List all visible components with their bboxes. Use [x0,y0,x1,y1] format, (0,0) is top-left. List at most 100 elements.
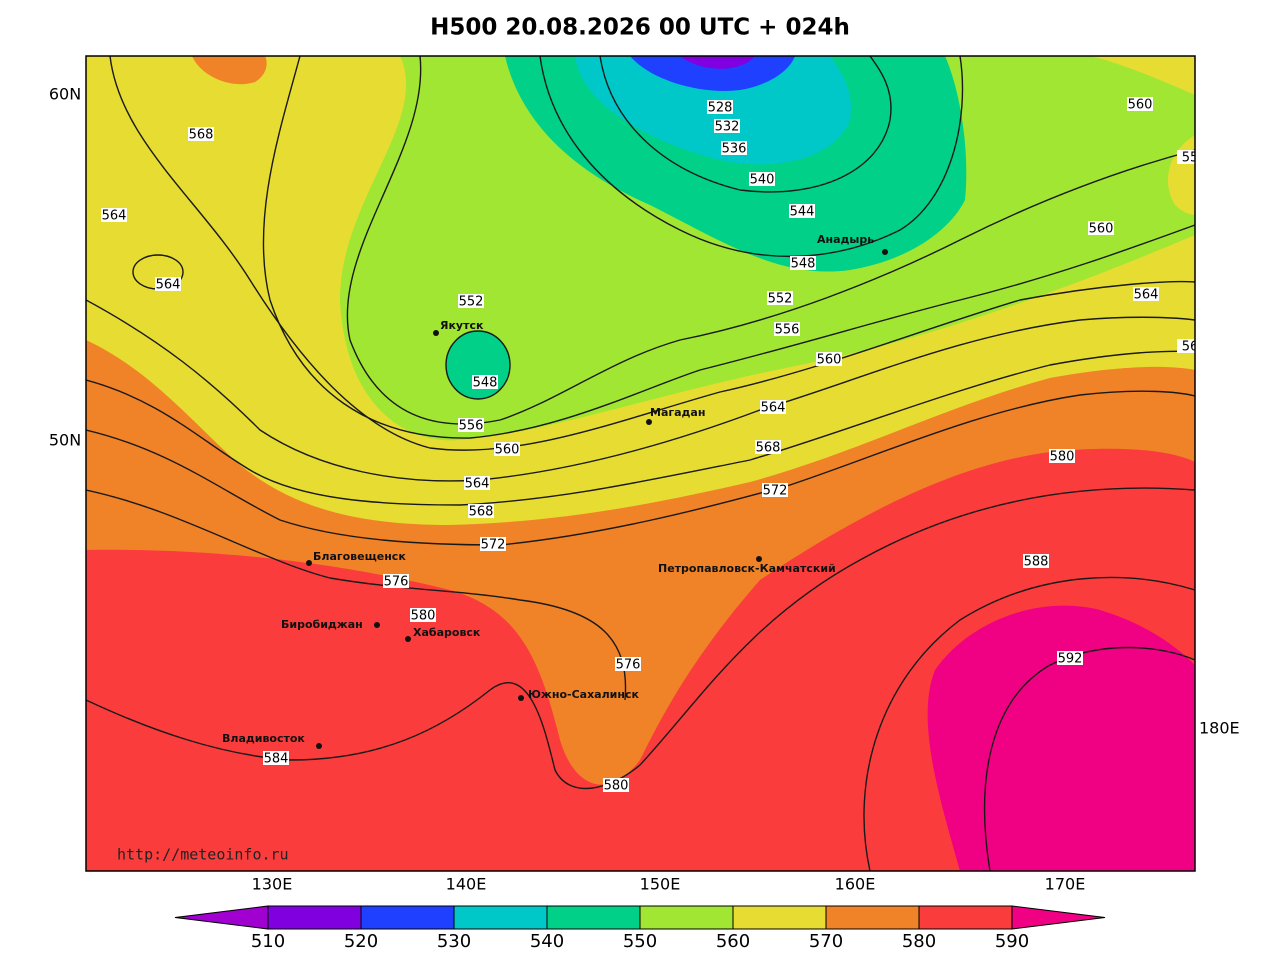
contour-label-box [760,400,786,414]
colorbar-label: 580 [902,931,936,952]
contour-label: 536 [722,142,747,157]
contour-label-box [458,294,484,308]
contour-label-box [1049,449,1075,463]
cities: Якутск Магадан Анадырь Благовещенск Биробидж… [222,233,888,749]
city-name: Южно-Сахалинск [528,688,639,701]
fill-520 [630,56,795,91]
colorbar-min [174,905,269,930]
colorbar-label: 560 [716,931,750,952]
contour-label-box [615,657,641,671]
colorbar-box [267,905,362,930]
city-name: Биробиджан [281,618,363,631]
contour-label-box [494,442,520,456]
contour-label-box [480,537,506,551]
contour-label: 55 [1182,151,1199,166]
colorbar-box [360,905,455,930]
city-dot [374,622,380,628]
contour-label: 564 [156,278,181,293]
contour-label-box [774,322,800,336]
contour-label: 560 [495,443,520,458]
contour-label-box [1127,97,1153,111]
contour-label: 576 [616,658,641,673]
colorbar-box [732,905,827,930]
lat-label: 60N [49,85,81,104]
fill-590 [927,605,1195,871]
colorbar-label: 550 [623,931,657,952]
contour-label: 576 [384,575,409,590]
contour-label: 544 [790,205,815,220]
lon-label: 160E [835,875,876,894]
contour-label-box [458,418,484,432]
fill-570-blob [192,56,267,85]
contour-label-box [472,375,498,389]
contour-labels: 528 532 536 540 544 548 552 556 560 564 568 572 576 5… [101,97,1199,794]
contour-label: 528 [708,101,733,116]
contour-label: 552 [459,295,484,310]
contour-label: 584 [264,752,289,767]
city-name: Хабаровск [413,626,481,639]
colorbar-label: 540 [530,931,564,952]
colorbar-label: 520 [344,931,378,952]
contour-label: 556 [775,323,800,338]
contour-label-box [468,504,494,518]
colorbar: 510 520 530 540 550 560 570 580 590 [174,905,1106,952]
contour-label-box [790,256,816,270]
contour-label: 552 [768,292,793,307]
colorbar-box [639,905,734,930]
city-dot [316,743,322,749]
contour-label: 540 [750,173,775,188]
contour-label-box [263,751,289,765]
contour-label: 56 [1182,340,1199,355]
contour-label: 580 [411,609,436,624]
city-dot [518,695,524,701]
contour-label-box [707,100,733,114]
source-url: http://meteoinfo.ru [117,846,289,864]
city-name: Владивосток [222,732,305,745]
map-frame [85,55,1196,872]
contour-label-box [1088,221,1114,235]
city-name: Якутск [440,319,484,332]
contour-label: 560 [817,353,842,368]
contour-label: 572 [763,484,788,499]
city-dot [306,560,312,566]
colorbar-label: 570 [809,931,843,952]
contour-label-box [1057,651,1083,665]
lon-label: 180E [1199,719,1240,738]
contour-label: 564 [465,477,490,492]
city-name: Анадырь [817,233,874,246]
city-dot [646,419,652,425]
contour-label-box [188,127,214,141]
city-dot [756,556,762,562]
contour-label-box [762,483,788,497]
contour-label: 548 [791,257,816,272]
map: 528 532 536 540 544 548 552 556 560 564 568 572 576 5… [86,56,1199,871]
contour-label: 568 [469,505,494,520]
contour-label: 532 [715,120,740,135]
contour-label-box [714,119,740,133]
city-dot [882,249,888,255]
colorbar-max [1011,905,1106,930]
contour-label: 548 [473,376,498,391]
axis-labels: 60N 50N 130E 140E 150E 160E 170E 180E [49,85,1240,894]
contour-label-box [101,208,127,222]
contour-label: 564 [761,401,786,416]
colorbar-box [546,905,641,930]
contour-label: 568 [756,441,781,456]
contour-lines [86,56,1195,871]
contour-label: 564 [1134,288,1159,303]
city-name: Благовещенск [313,550,406,563]
contour-label: 588 [1024,555,1049,570]
contour-label: 564 [102,209,127,224]
colorbar-label: 510 [251,931,285,952]
colorbar-label: 590 [995,931,1029,952]
contour-label: 592 [1058,652,1083,667]
contour-label-box [767,291,793,305]
contour-label-box [410,608,436,622]
contour-label-box [603,778,629,792]
lon-label: 140E [446,875,487,894]
lon-label: 130E [252,875,293,894]
contour-label-box [816,352,842,366]
colorbar-label: 530 [437,931,471,952]
contour-label: 580 [1050,450,1075,465]
